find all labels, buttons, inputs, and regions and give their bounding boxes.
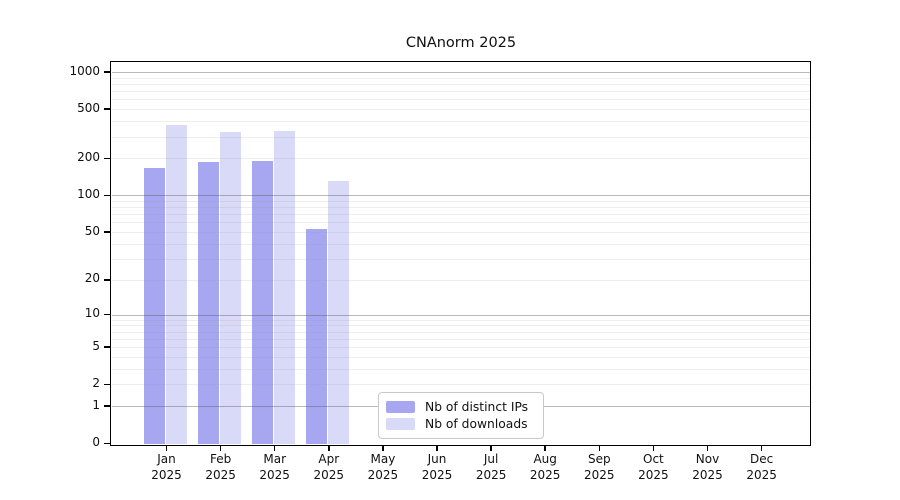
bar-downloads-jan	[165, 124, 187, 444]
y-tick	[104, 346, 111, 348]
y-tick-label: 0	[92, 435, 100, 449]
legend-label: Nb of distinct IPs	[425, 399, 529, 414]
legend-label: Nb of downloads	[425, 416, 528, 431]
y-tick-label: 5	[92, 338, 100, 353]
minor-gridline	[112, 279, 810, 281]
x-tick-label: Jun 2025	[421, 452, 453, 482]
x-tick-label: May 2025	[367, 452, 399, 482]
bars-layer	[112, 63, 810, 444]
minor-gridline	[112, 109, 810, 111]
minor-gridline	[112, 214, 810, 216]
bar-distinct-ips-feb	[197, 162, 220, 444]
minor-gridline	[112, 207, 810, 209]
minor-gridline	[112, 338, 810, 340]
x-tick	[706, 446, 709, 451]
x-tick	[544, 446, 546, 451]
x-tick-label: Jul 2025	[475, 452, 507, 482]
y-tick	[104, 157, 111, 160]
y-tick	[104, 194, 111, 197]
minor-gridline	[112, 384, 810, 386]
bar-downloads-apr	[327, 180, 350, 444]
minor-gridline	[112, 136, 810, 138]
x-tick-label: Mar 2025	[259, 452, 290, 482]
y-tick	[104, 313, 111, 316]
x-tick	[165, 446, 168, 451]
chart-title: CNAnorm 2025	[405, 35, 517, 51]
major-gridline	[112, 72, 810, 73]
major-gridline	[112, 314, 810, 316]
minor-gridline	[112, 83, 810, 85]
x-tick-label: Dec 2025	[746, 452, 777, 482]
y-tick-label: 20	[84, 271, 100, 286]
x-tick	[760, 446, 763, 451]
y-tick	[104, 71, 111, 73]
minor-gridline	[112, 356, 810, 358]
x-tick	[382, 446, 384, 451]
y-tick	[104, 108, 111, 110]
y-tick	[104, 383, 111, 386]
x-tick	[219, 446, 222, 451]
minor-gridline	[112, 319, 810, 321]
minor-gridline	[112, 347, 810, 349]
minor-gridline	[112, 77, 810, 79]
minor-gridline	[112, 232, 810, 234]
bar-downloads-feb	[219, 131, 242, 444]
plot-area	[112, 63, 810, 444]
x-tick-label: Jan 2025	[151, 452, 182, 482]
y-tick-label: 200	[77, 149, 100, 164]
x-tick	[273, 446, 276, 451]
y-tick	[104, 231, 111, 233]
bar-distinct-ips-mar	[251, 161, 274, 444]
minor-gridline	[112, 121, 810, 123]
x-tick-label: Nov 2025	[692, 452, 723, 482]
minor-gridline	[112, 222, 810, 224]
x-tick-label: Feb 2025	[205, 452, 236, 482]
minor-gridline	[112, 99, 810, 101]
x-tick-label: Sep 2025	[584, 452, 615, 482]
y-tick-label: 10	[84, 306, 100, 321]
x-tick	[598, 446, 601, 451]
major-gridline	[112, 195, 810, 197]
bar-downloads-mar	[273, 130, 296, 444]
x-tick-label: Oct 2025	[638, 452, 669, 482]
minor-gridline	[112, 91, 810, 93]
legend-swatch-distinct-ips	[386, 400, 415, 413]
legend: Nb of distinct IPs Nb of downloads	[378, 392, 544, 439]
y-tick-label: 500	[77, 100, 100, 115]
y-tick-label: 1000	[69, 63, 100, 78]
minor-gridline	[112, 258, 810, 260]
grid-layer	[112, 63, 810, 444]
legend-item-distinct-ips: Nb of distinct IPs	[386, 398, 535, 415]
x-tick	[436, 446, 438, 451]
x-tick	[652, 446, 655, 451]
legend-item-downloads: Nb of downloads	[386, 415, 535, 432]
minor-gridline	[112, 158, 810, 160]
bar-distinct-ips-apr	[305, 229, 328, 444]
bar-distinct-ips-jan	[143, 167, 165, 444]
y-tick-label: 1	[92, 397, 100, 412]
minor-gridline	[112, 331, 810, 333]
x-tick	[328, 446, 330, 451]
x-tick	[490, 446, 492, 451]
y-tick-label: 100	[77, 186, 100, 201]
minor-gridline	[112, 325, 810, 327]
legend-swatch-downloads	[386, 417, 415, 430]
y-tick-label: 2	[92, 375, 100, 390]
y-tick	[104, 442, 111, 445]
x-tick-label: Aug 2025	[529, 452, 561, 482]
y-tick	[104, 405, 111, 408]
minor-gridline	[112, 243, 810, 245]
minor-gridline	[112, 200, 810, 202]
y-tick	[104, 278, 111, 281]
x-tick-label: Apr 2025	[313, 452, 345, 482]
y-tick-label: 50	[84, 223, 100, 238]
minor-gridline	[112, 368, 810, 370]
